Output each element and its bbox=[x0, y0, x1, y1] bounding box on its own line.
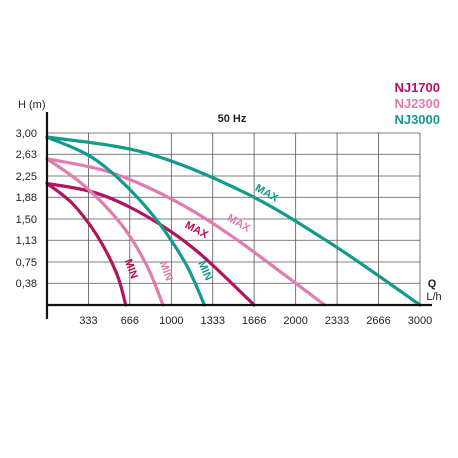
curve-nj2300-min bbox=[45, 157, 165, 307]
curve-nj3000-max bbox=[45, 135, 422, 307]
x-tick-label: 2333 bbox=[325, 315, 349, 327]
y-tick-label: 3,00 bbox=[16, 128, 37, 140]
y-tick-label: 1,50 bbox=[16, 214, 37, 226]
curve-nj2300-max bbox=[45, 157, 327, 307]
curve-label-nj1700-max: MAX bbox=[183, 219, 211, 241]
x-axis-unit: L/h bbox=[426, 291, 441, 303]
y-axis-label: H (m) bbox=[18, 99, 46, 111]
y-tick-label: 0,38 bbox=[16, 278, 37, 290]
legend-entry-nj3000: NJ3000 bbox=[394, 112, 440, 127]
curve-label-nj2300-max: MAX bbox=[225, 212, 253, 235]
y-tick-label: 1,88 bbox=[16, 192, 37, 204]
y-tick-label: 1,13 bbox=[16, 235, 37, 247]
legend-entry-nj2300: NJ2300 bbox=[394, 96, 440, 111]
curve-label-nj2300-min: MIN bbox=[157, 259, 175, 282]
curves bbox=[45, 135, 422, 307]
x-tick-label: 1333 bbox=[200, 315, 224, 327]
x-tick-label: 1666 bbox=[242, 315, 266, 327]
x-tick-label: 666 bbox=[121, 315, 139, 327]
y-tick-label: 2,63 bbox=[16, 149, 37, 161]
x-tick-label: 3000 bbox=[408, 315, 432, 327]
legend-entry-nj1700: NJ1700 bbox=[394, 80, 440, 95]
chart-title: 50 Hz bbox=[218, 113, 247, 125]
x-tick-label: 2666 bbox=[366, 315, 390, 327]
labels: 3,00 2,63 2,25 1,88 1,50 1,13 0,75 0,38 333 666 10… bbox=[16, 128, 433, 327]
x-tick-label: 2000 bbox=[283, 315, 307, 327]
curve-nj3000-min bbox=[45, 135, 207, 307]
y-tick-label: 2,25 bbox=[16, 171, 37, 183]
axes bbox=[45, 112, 432, 319]
x-tick-label: 333 bbox=[79, 315, 97, 327]
curve-nj1700-max bbox=[45, 181, 256, 307]
curve-label-nj3000-max: MAX bbox=[253, 182, 281, 205]
curve-nj1700-min bbox=[45, 181, 128, 307]
curve-label-nj1700-min: MIN bbox=[122, 257, 140, 280]
y-tick-label: 0,75 bbox=[16, 257, 37, 269]
x-axis-label: Q bbox=[428, 278, 437, 290]
x-tick-label: 1000 bbox=[159, 315, 183, 327]
